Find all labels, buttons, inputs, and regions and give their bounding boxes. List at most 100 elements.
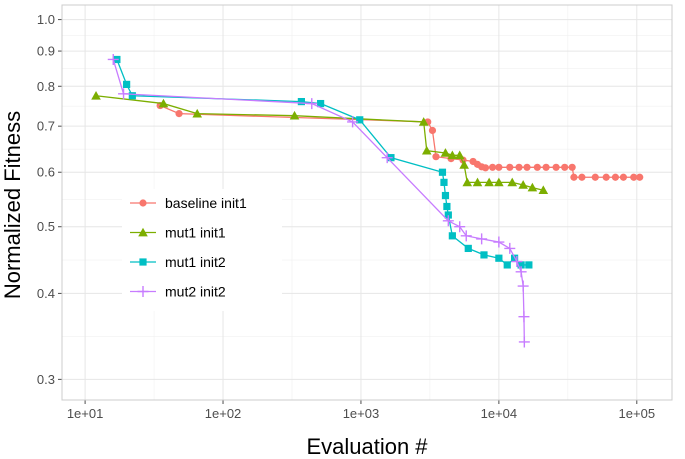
legend-label: mut2 init2 <box>165 284 226 300</box>
data-point <box>570 173 578 181</box>
data-point <box>118 88 130 100</box>
data-point <box>454 150 465 160</box>
data-point <box>506 163 514 171</box>
data-point <box>317 99 325 108</box>
legend-item: mut1 init2 <box>130 254 226 270</box>
data-point <box>636 173 644 181</box>
legend-label: mut1 init2 <box>165 254 226 270</box>
x-axis-title: Evaluation # <box>306 434 428 459</box>
data-point <box>356 116 364 124</box>
data-point <box>464 244 472 253</box>
data-point <box>538 185 549 195</box>
series-mut2-init2 <box>107 53 530 348</box>
x-tick-label: 1e+03 <box>343 406 380 421</box>
y-tick-label: 0.6 <box>37 165 55 180</box>
series-mut1-init2 <box>113 55 533 269</box>
data-point <box>552 163 560 171</box>
data-point <box>441 191 450 200</box>
data-point <box>493 236 505 248</box>
data-point <box>448 232 456 240</box>
data-point <box>442 215 454 227</box>
data-point <box>503 261 511 269</box>
data-point <box>495 163 503 171</box>
axes: 1e+01 1e+02 1e+03 1e+04 1e+05 0.3 0.4 0.5 0.6 0.7… <box>37 4 673 421</box>
data-point <box>511 256 523 268</box>
x-tick-label: 1e+02 <box>205 406 242 421</box>
data-point <box>484 177 494 187</box>
data-point <box>517 280 529 292</box>
data-point <box>128 92 136 100</box>
legend-label: baseline init1 <box>165 195 247 211</box>
series-baseline-init1 <box>156 101 644 181</box>
data-point <box>381 152 393 164</box>
legend-key-marker <box>139 258 147 266</box>
data-point <box>418 117 429 126</box>
data-point <box>523 163 531 171</box>
data-point <box>347 116 359 128</box>
data-point <box>518 336 530 348</box>
data-point <box>619 173 628 181</box>
data-point <box>525 261 533 269</box>
data-point <box>421 145 432 155</box>
data-point <box>440 178 448 186</box>
x-tick-label: 1e+04 <box>481 406 518 421</box>
legend-item: baseline init1 <box>130 195 247 211</box>
y-tick-label: 0.9 <box>37 44 55 59</box>
data-point <box>192 108 203 118</box>
legend-item: mut1 init1 <box>130 225 226 241</box>
data-point <box>306 98 318 110</box>
x-tick-label: 1e+01 <box>67 406 104 421</box>
data-point <box>518 311 530 323</box>
y-tick-label: 0.8 <box>37 79 55 94</box>
series-line <box>112 59 525 342</box>
data-point <box>476 233 488 245</box>
data-point <box>432 153 440 161</box>
data-point <box>462 177 473 187</box>
data-point <box>542 163 550 171</box>
y-axis-title: Normalized Fitness <box>0 111 25 299</box>
data-point <box>480 251 488 259</box>
data-point <box>438 168 447 176</box>
data-point <box>440 148 451 157</box>
y-tick-label: 0.5 <box>37 219 55 234</box>
data-point <box>175 110 183 118</box>
legend: baseline init1 mut1 init1 mut1 init2 mut2 i… <box>122 189 282 311</box>
data-point <box>630 173 638 181</box>
data-point <box>91 90 101 100</box>
data-point <box>297 97 305 106</box>
data-point <box>504 242 516 254</box>
data-point <box>123 80 131 89</box>
data-point <box>158 98 169 108</box>
data-point <box>481 164 490 172</box>
data-point <box>447 150 458 160</box>
data-point <box>507 177 518 187</box>
plot-series <box>91 53 644 348</box>
y-tick-label: 0.7 <box>37 119 55 134</box>
data-point <box>472 177 483 187</box>
legend-key-marker <box>138 227 148 237</box>
data-point <box>591 173 599 181</box>
data-point <box>515 266 527 278</box>
data-point <box>443 202 451 211</box>
y-tick-label: 0.3 <box>37 372 55 387</box>
data-point <box>444 211 452 219</box>
data-point <box>494 177 504 187</box>
legend-item: mut2 init2 <box>130 284 226 300</box>
data-point <box>454 221 466 233</box>
data-point <box>578 173 586 181</box>
plot-border <box>61 4 673 401</box>
legend-key-marker <box>139 199 147 207</box>
data-point <box>459 160 469 169</box>
legend-label: mut1 init1 <box>165 225 226 241</box>
data-point <box>533 163 541 171</box>
data-point <box>611 173 620 181</box>
data-point <box>428 126 437 135</box>
data-point <box>495 254 503 262</box>
data-point <box>515 163 523 171</box>
data-point <box>107 53 119 65</box>
data-point <box>561 163 569 171</box>
data-point <box>602 173 610 181</box>
y-tick-label: 1.0 <box>37 12 55 27</box>
data-point <box>527 182 538 192</box>
